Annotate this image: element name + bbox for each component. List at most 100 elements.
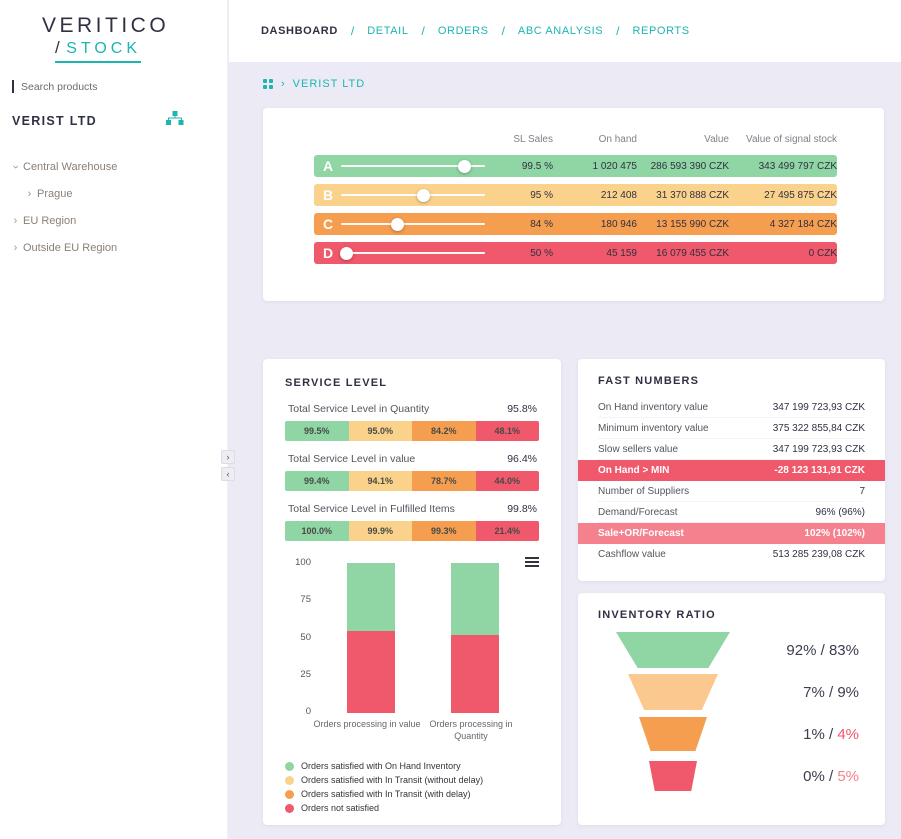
brand-stock: STOCK xyxy=(66,40,142,57)
tree-item-label: Outside EU Region xyxy=(23,241,118,254)
nav-reports[interactable]: REPORTS xyxy=(632,25,690,37)
search-cursor-icon xyxy=(12,80,14,93)
tree-item-outside-eu-region[interactable]: › Outside EU Region xyxy=(0,234,227,261)
fn-row-cashflow: Cashflow value 513 285 239,08 CZK xyxy=(598,549,865,560)
chart-menu-icon[interactable] xyxy=(525,557,539,569)
segment-a: 99.5% xyxy=(285,421,349,441)
service-level-slider[interactable] xyxy=(341,155,485,177)
brand-name-top: VERITICO xyxy=(42,14,170,37)
signal-stock-value: 4 327 184 CZK xyxy=(769,218,837,230)
slider-handle[interactable] xyxy=(340,246,354,260)
service-level-title: SERVICE LEVEL xyxy=(285,377,388,389)
segment-b: 94.1% xyxy=(348,471,412,491)
on-hand-value: 180 946 xyxy=(600,218,637,230)
ratio-left: 0% xyxy=(803,767,825,785)
abc-row-d: D 50 % 45 159 16 079 455 CZK 0 CZK xyxy=(314,242,837,264)
ratio-left: 7% xyxy=(803,683,825,701)
legend-label: Orders not satisfied xyxy=(301,803,380,813)
fn-row-on-hand: On Hand inventory value 347 199 723,93 C… xyxy=(598,397,865,418)
sl-sales-value: 84 % xyxy=(530,218,553,230)
ratio-left: 92% xyxy=(786,641,817,659)
metric-segment-bar: 100.0% 99.9% 99.3% 21.4% xyxy=(285,521,539,541)
metric-value: 99.8% xyxy=(507,503,537,515)
abc-table-header: SL Sales On hand Value Value of signal s… xyxy=(314,134,837,145)
nav-separator: / xyxy=(350,24,355,38)
topbar: DASHBOARD / DETAIL / ORDERS / ABC ANALYS… xyxy=(229,0,901,62)
slider-handle[interactable] xyxy=(416,188,430,202)
service-level-slider[interactable] xyxy=(341,213,485,235)
chart-legend: Orders satisfied with On Hand Inventory … xyxy=(285,761,539,813)
abc-class-label: A xyxy=(323,158,334,174)
slider-track xyxy=(341,194,485,196)
tree-item-eu-region[interactable]: › EU Region xyxy=(0,207,227,234)
nav-separator: / xyxy=(421,24,425,38)
slider-track xyxy=(341,165,485,167)
abc-class-label: D xyxy=(323,245,334,261)
collapse-sidebar-button[interactable]: ‹ xyxy=(221,467,235,481)
stacked-bar-quantity xyxy=(451,563,499,713)
legend-item-on-hand[interactable]: Orders satisfied with On Hand Inventory xyxy=(285,761,539,771)
service-level-slider[interactable] xyxy=(341,184,485,206)
segment-c: 84.2% xyxy=(412,421,476,441)
segment-b: 95.0% xyxy=(348,421,412,441)
sidebar: VERITICO / STOCK VERIST LTD › Central Wa… xyxy=(0,0,228,839)
funnel-shape-orange xyxy=(639,717,707,751)
expand-sidebar-button[interactable]: › xyxy=(221,450,235,464)
nav-orders[interactable]: ORDERS xyxy=(437,25,489,37)
service-level-card: SERVICE LEVEL Total Service Level in Qua… xyxy=(263,359,561,825)
inventory-ratio-title: INVENTORY RATIO xyxy=(598,609,716,621)
ratio-right: 5% xyxy=(837,767,859,785)
legend-item-transit-no-delay[interactable]: Orders satisfied with In Transit (withou… xyxy=(285,775,539,785)
nav-separator: / xyxy=(501,24,505,38)
metric-value: Total Service Level in value 96.4% 99.4%… xyxy=(285,453,539,491)
ratio-separator: / xyxy=(824,767,838,785)
fast-numbers-card: FAST NUMBERS On Hand inventory value 347… xyxy=(578,359,885,581)
slider-handle[interactable] xyxy=(458,159,472,173)
legend-item-transit-delay[interactable]: Orders satisfied with In Transit (with d… xyxy=(285,789,539,799)
nav-abc-analysis[interactable]: ABC ANALYSIS xyxy=(517,25,604,37)
tree-item-prague[interactable]: › Prague xyxy=(0,180,227,207)
tree-item-label: Central Warehouse xyxy=(23,160,118,173)
legend-item-not-satisfied[interactable]: Orders not satisfied xyxy=(285,803,539,813)
fn-row-minimum: Minimum inventory value 375 322 855,84 C… xyxy=(598,418,865,439)
hierarchy-icon[interactable] xyxy=(166,111,184,131)
ratio-right: 83% xyxy=(828,641,859,659)
nav-dashboard[interactable]: DASHBOARD xyxy=(261,25,338,37)
nav-separator: / xyxy=(616,24,620,38)
metric-value: 95.8% xyxy=(507,403,537,415)
service-level-slider[interactable] xyxy=(340,242,485,264)
breadcrumb-company[interactable]: VERIST LTD xyxy=(292,78,366,90)
abc-class-label: C xyxy=(323,216,334,232)
segment-d: 48.1% xyxy=(475,421,539,441)
col-header-on-hand: On hand xyxy=(598,134,637,145)
chevron-right-icon[interactable]: › xyxy=(27,187,32,200)
metric-fulfilled-items: Total Service Level in Fulfilled Items 9… xyxy=(285,503,539,541)
chevron-right-icon[interactable]: › xyxy=(13,241,18,254)
ratio-separator: / xyxy=(824,683,838,701)
apps-grid-icon[interactable] xyxy=(263,79,273,89)
x-category-label: Orders processing in value xyxy=(313,719,421,729)
signal-stock-value: 343 499 797 CZK xyxy=(758,160,837,172)
main-content: › VERIST LTD SL Sales On hand Value Valu… xyxy=(229,62,901,839)
chevron-right-icon[interactable]: › xyxy=(13,214,18,227)
slider-handle[interactable] xyxy=(390,217,404,231)
funnel-level-3: 1% / 4% xyxy=(598,713,865,755)
segment-d: 21.4% xyxy=(475,521,539,541)
sl-sales-value: 95 % xyxy=(530,189,553,201)
funnel-shape-yellow xyxy=(628,674,718,710)
on-hand-value: 212 408 xyxy=(600,189,637,201)
segment-b: 99.9% xyxy=(348,521,412,541)
abc-class-label: B xyxy=(323,187,334,203)
slider-track xyxy=(341,252,485,254)
legend-dot-orange xyxy=(285,789,294,799)
search-input[interactable] xyxy=(21,80,181,93)
slider-track xyxy=(341,223,485,225)
nav-detail[interactable]: DETAIL xyxy=(367,25,409,37)
tree-item-central-warehouse[interactable]: › Central Warehouse xyxy=(0,153,227,180)
fn-row-demand-forecast: Demand/Forecast 96% (96%) xyxy=(598,502,865,523)
sidebar-collapse-controls: › ‹ xyxy=(221,450,235,481)
chevron-down-icon[interactable]: › xyxy=(9,164,22,169)
chart-plot-area xyxy=(321,563,525,713)
sl-sales-value: 50 % xyxy=(530,247,553,259)
y-tick: 75 xyxy=(300,594,311,605)
